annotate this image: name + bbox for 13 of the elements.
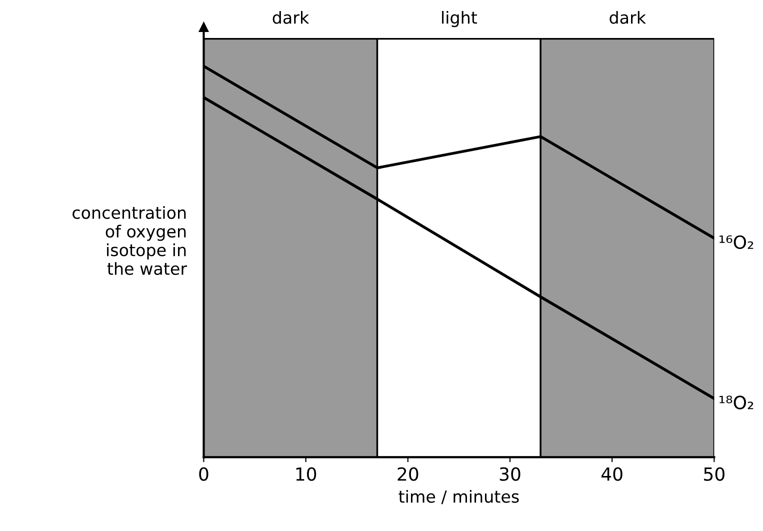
x-tick-label: 10 <box>296 467 316 481</box>
x-tick-label: 40 <box>601 467 622 481</box>
series-label: ¹⁸O₂ <box>720 396 754 410</box>
y-axis-title: concentration of oxygen isotope in the water <box>72 206 188 275</box>
x-tick-label: 50 <box>704 467 724 481</box>
band-label: dark <box>272 10 310 24</box>
band-label: light <box>442 10 478 28</box>
x-tick-label: 30 <box>500 467 520 481</box>
x-tick-label: 20 <box>398 467 418 481</box>
x-axis-title: time / minutes <box>398 490 519 504</box>
series-label: ¹⁶O₂ <box>720 235 754 250</box>
band-label: dark <box>610 10 646 24</box>
x-tick-label: 0 <box>199 467 208 481</box>
